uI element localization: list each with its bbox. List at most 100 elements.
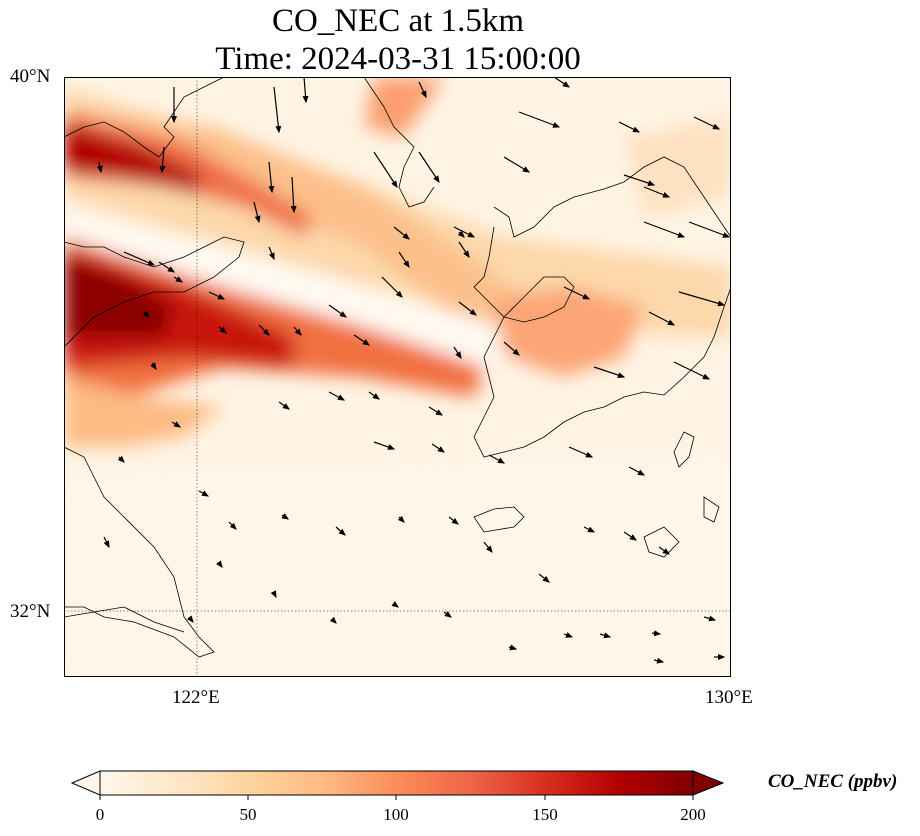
lon-tick-label-122e: 122°E xyxy=(172,687,220,708)
wind-vector-arrow xyxy=(688,221,731,238)
colorbar-extend-max xyxy=(692,770,725,796)
wind-vector-arrow xyxy=(103,536,110,549)
wind-vector-arrow xyxy=(208,291,226,300)
wind-vector-arrow xyxy=(593,366,626,378)
wind-vector-arrow xyxy=(228,521,237,530)
wind-vector-arrow xyxy=(186,615,194,623)
wind-vector-arrow xyxy=(159,146,166,174)
coastline-layer xyxy=(64,77,731,658)
wind-vector-arrow xyxy=(328,304,347,318)
wind-vector-arrow xyxy=(673,361,711,380)
wind-vector-arrow xyxy=(651,630,662,637)
wind-vector-arrow xyxy=(142,310,150,318)
map-title: CO_NEC at 1.5km xyxy=(271,3,525,39)
wind-vector-arrow xyxy=(268,246,275,261)
wind-vector-arrow xyxy=(623,174,656,186)
wind-vector-arrow xyxy=(553,77,570,88)
wind-vector-arrow xyxy=(328,391,346,401)
wind-vector-arrow xyxy=(483,541,493,553)
wind-vector-arrow xyxy=(583,526,596,533)
wind-vector-arrow xyxy=(568,446,594,458)
wind-vector-arrow xyxy=(117,455,125,463)
colorbar-tick-200: 200 xyxy=(680,805,706,824)
wind-vector-arrow xyxy=(171,421,182,428)
wind-vector-arrow xyxy=(353,334,370,346)
wind-vector-arrow xyxy=(281,513,289,520)
colorbar-extend-min xyxy=(70,770,101,796)
gridlines xyxy=(64,77,731,677)
colorbar xyxy=(70,770,725,811)
map-time-subtitle: Time: 2024-03-31 15:00:00 xyxy=(215,41,581,77)
wind-vector-arrow xyxy=(329,616,337,624)
wind-vector-arrow xyxy=(503,156,531,173)
wind-vector-arrow xyxy=(428,406,444,416)
wind-vector-arrow xyxy=(538,573,550,583)
wind-vector-arrow xyxy=(488,454,506,464)
co-plume-layer xyxy=(64,77,731,677)
wind-vector-arrow xyxy=(458,241,470,258)
wind-vector-arrow xyxy=(418,151,440,183)
wind-vector-arrow xyxy=(258,324,270,336)
wind-vector-arrow xyxy=(268,161,275,194)
wind-vector-arrow xyxy=(703,615,717,622)
colorbar-label: CO_NEC (ppbv) xyxy=(768,771,898,792)
colorbar-tick-0: 0 xyxy=(95,805,105,824)
wind-vector-arrow xyxy=(158,261,175,273)
wind-vector-arrow xyxy=(678,291,726,307)
wind-vector-layer xyxy=(96,77,731,664)
wind-vector-arrow xyxy=(398,251,410,268)
wind-vector-arrow xyxy=(431,443,445,453)
wind-vector-arrow xyxy=(273,86,282,134)
wind-vector-arrow xyxy=(278,401,290,410)
lat-tick-label-40n: 40°N xyxy=(10,66,51,87)
wind-vector-arrow xyxy=(599,632,612,639)
wind-vector-arrow xyxy=(623,531,637,541)
wind-vector-arrow xyxy=(643,186,671,198)
wind-vector-arrow xyxy=(373,441,396,450)
wind-vector-arrow xyxy=(381,276,403,298)
wind-vector-arrow xyxy=(453,346,462,360)
wind-vector-arrow xyxy=(648,311,676,326)
wind-vector-arrow xyxy=(270,590,277,599)
lon-tick-label-130e: 130°E xyxy=(705,687,753,708)
wind-vector-arrow xyxy=(218,326,227,334)
wind-vector-arrow xyxy=(198,490,210,497)
wind-vector-arrow xyxy=(653,657,665,664)
wind-vector-arrow xyxy=(216,560,223,568)
colorbar-tick-150: 150 xyxy=(532,805,558,824)
wind-vector-arrow xyxy=(368,391,380,400)
wind-vector-arrow xyxy=(123,251,156,266)
wind-vector-arrow xyxy=(418,81,427,99)
wind-vector-arrow xyxy=(335,526,346,536)
wind-vector-arrow xyxy=(397,515,405,523)
wind-vector-arrow xyxy=(96,161,103,174)
colorbar-tick-100: 100 xyxy=(383,805,409,824)
wind-vector-arrow xyxy=(628,466,646,476)
wind-vector-arrow xyxy=(618,121,641,133)
wind-vector-arrow xyxy=(693,116,721,130)
wind-vector-arrow xyxy=(457,230,465,238)
wind-vector-arrow xyxy=(518,111,561,128)
wind-vector-arrow xyxy=(443,611,452,618)
colorbar-tick-50: 50 xyxy=(239,805,257,824)
wind-vector-arrow xyxy=(173,276,184,283)
wind-vector-arrow xyxy=(290,176,297,214)
wind-vector-arrow xyxy=(391,601,399,608)
lat-tick-label-32n: 32°N xyxy=(10,601,51,622)
wind-vector-arrow xyxy=(253,201,261,224)
wind-vector-arrow xyxy=(563,286,591,300)
wind-vector-arrow xyxy=(503,341,520,356)
colorbar-gradient xyxy=(99,770,694,796)
wind-vector-arrow xyxy=(373,151,398,189)
wind-vector-arrow xyxy=(302,77,309,104)
wind-vector-arrow xyxy=(508,644,518,651)
wind-vector-arrow xyxy=(293,326,302,336)
wind-vector-arrow xyxy=(563,632,574,638)
wind-vector-arrow xyxy=(643,221,686,238)
wind-vector-arrow xyxy=(150,362,157,370)
wind-vector-arrow xyxy=(393,226,410,240)
wind-vector-arrow xyxy=(448,516,459,525)
wind-vector-arrow xyxy=(458,301,477,316)
map-panel xyxy=(64,77,731,677)
wind-vector-arrow xyxy=(658,546,670,555)
